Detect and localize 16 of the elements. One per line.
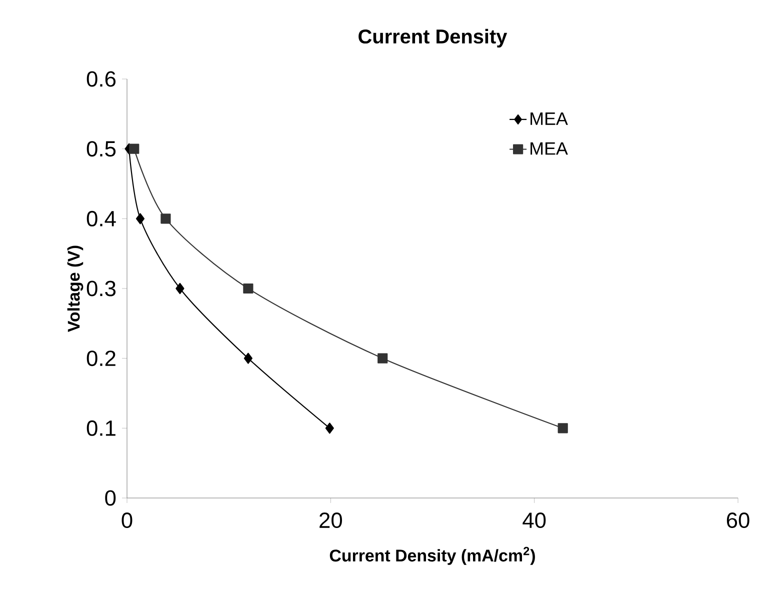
y-tick-label: 0.6 <box>86 71 116 87</box>
y-tick-label: 0.2 <box>86 350 116 366</box>
x-axis-title: Current Density (mA/cm$^{2}$) <box>330 546 535 565</box>
y-axis-title: Voltage (V) <box>67 246 84 332</box>
legend-label: MEA <box>530 112 568 125</box>
x-tick-label: 40 <box>522 512 546 528</box>
y-tick-label: 0 <box>105 490 116 506</box>
y-tick-label: 0.5 <box>86 141 116 157</box>
x-tick-label: 20 <box>320 512 342 528</box>
y-tick-label: 0.4 <box>86 210 116 226</box>
x-tick-label: 0 <box>122 512 132 528</box>
y-tick-label: 0.3 <box>86 280 116 296</box>
legend-label: MEA <box>530 142 568 155</box>
chart-title: Current Density <box>358 28 508 48</box>
y-tick-label: 0.1 <box>86 420 116 436</box>
x-tick-label: 60 <box>726 512 750 528</box>
